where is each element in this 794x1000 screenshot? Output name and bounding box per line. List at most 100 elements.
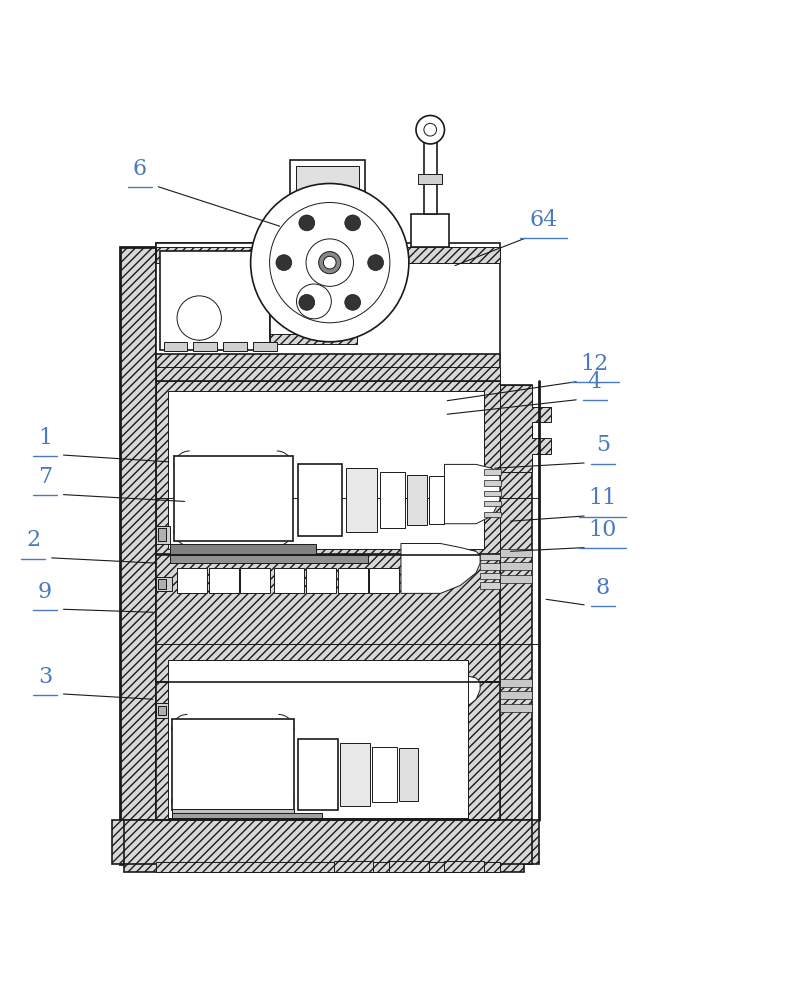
Circle shape	[276, 255, 291, 271]
Bar	[500, 575, 531, 583]
Bar	[158, 579, 166, 589]
Polygon shape	[401, 544, 480, 593]
Polygon shape	[156, 862, 500, 872]
Bar	[411, 214, 449, 247]
Circle shape	[296, 284, 331, 319]
Bar	[160, 251, 271, 350]
Bar	[418, 174, 442, 184]
Bar	[500, 704, 531, 712]
Bar	[500, 549, 531, 557]
Bar	[333, 861, 373, 872]
Polygon shape	[156, 354, 500, 368]
Circle shape	[345, 215, 360, 231]
Bar	[369, 568, 399, 593]
Bar	[429, 476, 445, 524]
Bar	[172, 809, 294, 816]
Bar	[369, 695, 399, 720]
Bar	[306, 695, 336, 720]
Polygon shape	[156, 554, 500, 682]
Bar	[500, 691, 531, 699]
Bar	[253, 342, 277, 351]
Bar	[172, 719, 294, 810]
Text: 4: 4	[588, 371, 602, 393]
Bar	[337, 695, 368, 720]
Circle shape	[345, 294, 360, 310]
Bar	[275, 568, 304, 593]
Bar	[168, 391, 484, 549]
Bar	[290, 160, 365, 219]
Circle shape	[299, 215, 314, 231]
Bar	[156, 243, 500, 358]
Polygon shape	[156, 247, 500, 263]
Circle shape	[299, 294, 314, 310]
Text: 1: 1	[38, 427, 52, 449]
Bar	[241, 568, 271, 593]
Bar	[306, 568, 336, 593]
Circle shape	[177, 296, 222, 340]
Polygon shape	[500, 385, 551, 472]
Text: 5: 5	[596, 434, 610, 456]
Text: 10: 10	[588, 519, 617, 541]
Bar	[275, 695, 304, 720]
Polygon shape	[156, 367, 500, 381]
Bar	[170, 544, 316, 554]
Bar	[399, 748, 418, 801]
Bar	[380, 472, 405, 528]
Bar	[241, 695, 271, 720]
Bar	[174, 456, 292, 541]
Circle shape	[323, 256, 336, 269]
Bar	[170, 555, 368, 563]
Text: 8: 8	[596, 577, 610, 599]
Circle shape	[306, 239, 353, 286]
Text: 9: 9	[38, 581, 52, 603]
Bar	[164, 342, 187, 351]
Polygon shape	[401, 670, 480, 720]
Bar	[223, 342, 247, 351]
Bar	[480, 563, 500, 570]
Bar	[156, 526, 170, 544]
Circle shape	[270, 203, 390, 323]
Bar	[445, 861, 484, 872]
Bar	[484, 491, 502, 496]
Bar	[480, 573, 500, 579]
Bar	[484, 512, 502, 517]
Text: 3: 3	[38, 666, 52, 688]
Bar	[172, 813, 322, 818]
Bar	[295, 166, 359, 214]
Bar	[500, 679, 531, 687]
Polygon shape	[156, 243, 377, 263]
Bar	[156, 577, 172, 591]
Bar	[484, 501, 502, 506]
Polygon shape	[124, 862, 523, 872]
Bar	[484, 469, 502, 475]
Bar	[389, 861, 429, 872]
Polygon shape	[124, 820, 531, 864]
Circle shape	[251, 184, 409, 342]
Bar	[156, 703, 172, 718]
Circle shape	[368, 255, 384, 271]
Bar	[484, 480, 502, 486]
Bar	[177, 568, 207, 593]
Polygon shape	[500, 385, 531, 864]
Bar	[500, 562, 531, 570]
Polygon shape	[156, 381, 500, 555]
Bar	[407, 475, 427, 525]
Bar	[337, 568, 368, 593]
Polygon shape	[271, 334, 357, 344]
Text: 11: 11	[588, 487, 617, 509]
Text: 2: 2	[26, 529, 40, 551]
Bar	[298, 739, 337, 810]
Bar	[158, 706, 166, 715]
Text: 12: 12	[580, 353, 609, 375]
Circle shape	[416, 115, 445, 144]
Bar	[271, 265, 357, 338]
Bar	[372, 747, 397, 802]
Bar	[345, 468, 377, 532]
Bar	[480, 582, 500, 589]
Polygon shape	[120, 247, 156, 864]
Bar	[298, 464, 341, 536]
Bar	[158, 528, 166, 541]
Circle shape	[318, 252, 341, 274]
Text: 6: 6	[133, 158, 147, 180]
Bar	[424, 130, 437, 214]
